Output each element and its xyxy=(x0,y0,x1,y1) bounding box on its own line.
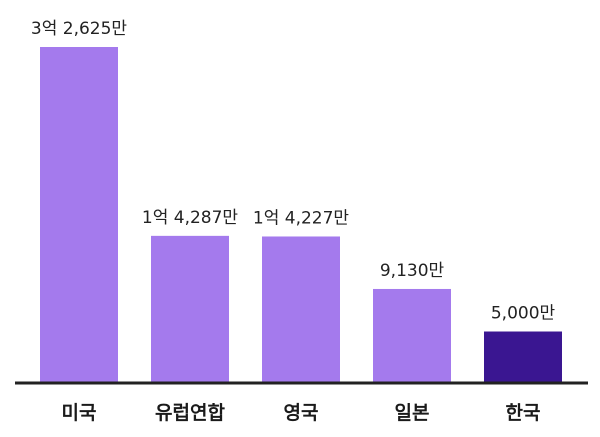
category-labels-group: 미국 유럽연합 영국 일본 한국 xyxy=(62,402,541,424)
data-label-2: 1억 4,287만 xyxy=(142,208,239,228)
category-label-1: 미국 xyxy=(62,402,97,424)
bar-5 xyxy=(484,331,562,383)
category-label-2: 유럽연합 xyxy=(155,402,225,424)
bar-1 xyxy=(40,47,118,383)
bar-2 xyxy=(151,235,229,383)
bar-4 xyxy=(373,288,451,383)
category-label-5: 한국 xyxy=(506,402,541,424)
data-labels-group: 3억 2,625만 1억 4,287만 1억 4,227만 9,130만 5,000만 xyxy=(31,19,556,324)
category-label-4: 일본 xyxy=(395,402,430,424)
category-label-3: 영국 xyxy=(284,402,319,424)
bar-3 xyxy=(262,236,340,383)
bars-group xyxy=(40,47,562,383)
data-label-5: 5,000만 xyxy=(491,304,556,324)
data-label-3: 1억 4,227만 xyxy=(253,208,350,228)
data-label-4: 9,130만 xyxy=(380,261,445,281)
data-label-1: 3억 2,625만 xyxy=(31,19,128,39)
